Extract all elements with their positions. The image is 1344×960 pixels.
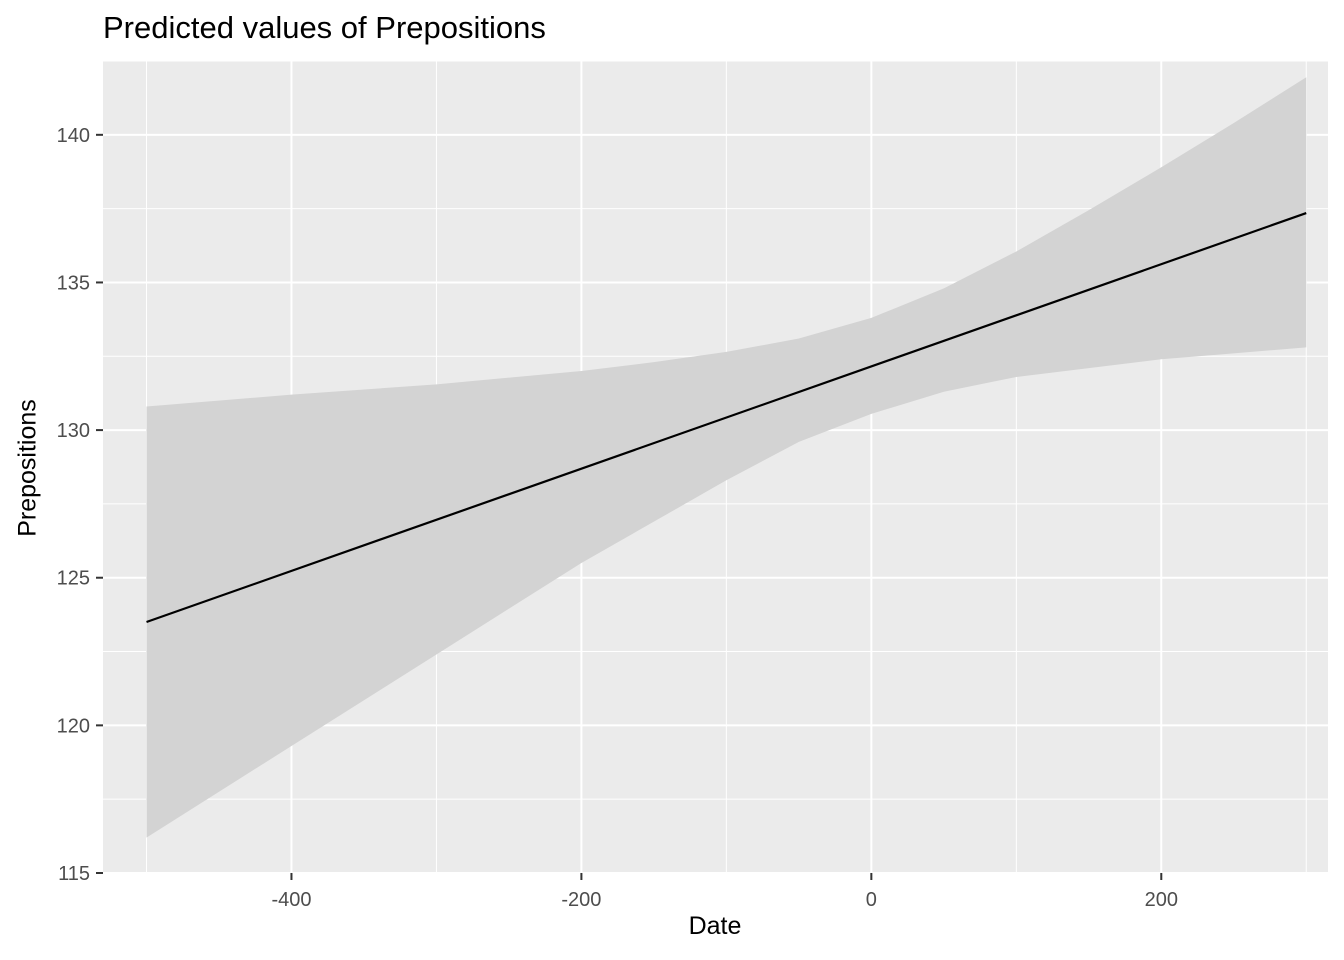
- x-axis-title: Date: [688, 912, 742, 940]
- x-tick-label: -400: [271, 889, 311, 911]
- x-tick-label: 0: [866, 889, 877, 911]
- x-tick-label: 200: [1145, 889, 1178, 911]
- y-tick-label: 115: [58, 863, 90, 885]
- y-tick-label: 135: [57, 272, 90, 294]
- y-tick-label: 120: [57, 715, 90, 737]
- y-tick-label: 125: [57, 568, 90, 590]
- y-tick-label: 130: [57, 420, 90, 442]
- x-tick-label: -200: [561, 889, 601, 911]
- y-tick-label: 140: [57, 125, 90, 147]
- prediction-line: [146, 212, 1307, 624]
- chart-title: Predicted values of Prepositions: [103, 10, 546, 45]
- confidence-ribbon: [146, 77, 1307, 838]
- y-axis-title: Prepositions: [13, 399, 42, 537]
